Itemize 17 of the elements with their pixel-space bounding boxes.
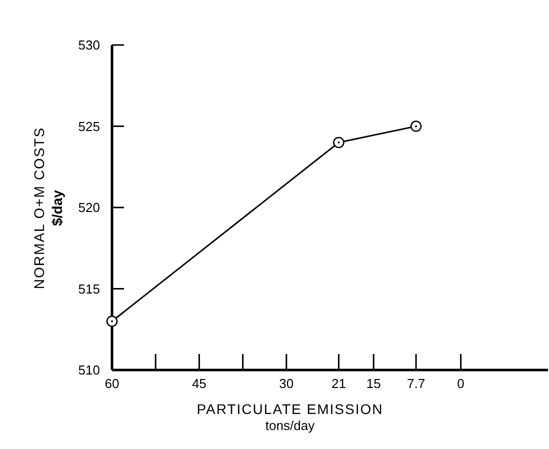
- x-tick-label: 7.7: [407, 376, 426, 391]
- x-axis-title: PARTICULATE EMISSION tons/day: [196, 401, 384, 433]
- y-tick-label: 515: [78, 281, 100, 296]
- x-tick-label: 60: [104, 376, 120, 391]
- y-tick-label: 510: [78, 362, 100, 378]
- x-tick-label: 15: [366, 376, 381, 391]
- x-tick-label: 45: [192, 376, 206, 391]
- y-axis-title: NORMAL O+M COSTS $/day: [31, 126, 65, 290]
- x-tick-label: 0: [457, 376, 464, 391]
- x-tick-label: 30: [279, 376, 294, 391]
- point: [106, 316, 118, 327]
- y-tick-label: 530: [78, 38, 100, 53]
- y-tick-label: 525: [78, 118, 100, 134]
- point: [410, 120, 422, 132]
- point: [333, 136, 344, 148]
- x-tick-label: 21: [331, 376, 346, 391]
- y-tick-label: 520: [78, 200, 100, 216]
